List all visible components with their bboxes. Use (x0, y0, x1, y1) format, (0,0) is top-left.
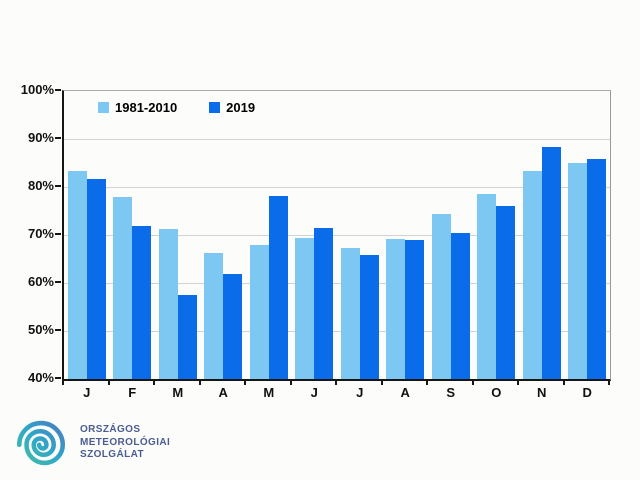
bar-1981-2010-2 (113, 196, 133, 379)
bar-1981-2010-3 (158, 228, 178, 379)
x-axis-label-5: M (263, 385, 275, 400)
logo-line-1: ORSZÁGOS (80, 424, 141, 436)
x-axis-label-1: J (83, 385, 91, 400)
x-axis-tick-10 (517, 380, 519, 385)
gridline-80 (64, 186, 610, 188)
logo-line-2: METEOROLÓGIAI (80, 436, 171, 448)
x-axis-tick-1 (107, 380, 110, 385)
bar-1981-2010-12 (568, 162, 588, 379)
legend: 1981-2010 2019 (98, 100, 255, 115)
y-axis-tick-100 (55, 89, 61, 91)
y-axis-label-50: 50% (27, 322, 54, 337)
bar-2019-6 (314, 227, 334, 379)
bar-1981-2010-10 (477, 193, 497, 379)
y-axis-tick-40 (55, 377, 61, 379)
bar-2019-10 (496, 205, 516, 379)
x-axis-label-12: D (582, 385, 592, 400)
bar-group-11 (519, 91, 565, 379)
x-axis-label-11: N (537, 385, 547, 400)
legend-swatch-0 (98, 102, 109, 113)
y-axis-tick-90 (55, 137, 61, 139)
bar-1981-2010-1 (67, 171, 87, 379)
bar-2019-3 (177, 294, 197, 379)
bar-1981-2010-6 (295, 238, 315, 379)
y-axis-tick-50 (55, 329, 61, 331)
swirl-spiral-icon (16, 420, 66, 466)
y-axis-label-80: 80% (27, 178, 54, 193)
bar-2019-8 (405, 239, 425, 379)
x-axis-label-4: A (218, 385, 228, 400)
bar-1981-2010-7 (340, 248, 360, 379)
legend-label-1: 2019 (226, 100, 256, 115)
gridline-50 (64, 330, 610, 332)
y-axis-tick-60 (55, 281, 61, 283)
y-axis-label-60: 60% (27, 274, 54, 289)
y-axis-tick-80 (55, 185, 61, 187)
bar-1981-2010-4 (204, 252, 224, 379)
y-axis-label-100: 100% (20, 82, 54, 97)
bar-group-10 (474, 91, 520, 379)
bar-2019-5 (268, 195, 288, 379)
x-axis-tick-5 (289, 380, 292, 385)
bar-group-7 (337, 91, 383, 379)
x-axis-label-3: M (172, 385, 184, 400)
bar-group-12 (565, 91, 611, 379)
bar-group-8 (383, 91, 429, 379)
bar-group-4 (201, 91, 247, 379)
bar-group-9 (428, 91, 474, 379)
bar-1981-2010-9 (431, 213, 451, 379)
x-axis-tick-4 (244, 380, 246, 385)
bar-group-6 (292, 91, 338, 379)
bar-group-3 (155, 91, 201, 379)
legend-swatch-1 (209, 102, 221, 113)
x-axis-tick-11 (562, 380, 565, 385)
x-axis-tick-12 (608, 380, 610, 385)
x-axis-label-8: A (400, 385, 410, 400)
bar-1981-2010-11 (522, 171, 542, 379)
x-axis-label-7: J (356, 385, 364, 400)
gridline-90 (64, 138, 610, 140)
bar-2019-11 (541, 146, 561, 379)
x-axis-tick-2 (153, 380, 155, 385)
gridline-70 (64, 234, 610, 236)
bar-2019-9 (450, 233, 470, 379)
x-axis-label-10: O (491, 385, 502, 400)
y-axis-tick-70 (55, 233, 61, 235)
x-axis-tick-3 (198, 380, 201, 385)
x-axis-label-2: F (128, 385, 137, 400)
plot-area (62, 90, 611, 381)
bar-group-2 (110, 91, 156, 379)
bar-1981-2010-5 (249, 244, 269, 379)
legend-item-2019: 2019 (209, 100, 255, 115)
bar-2019-12 (587, 158, 607, 379)
legend-label-0: 1981-2010 (115, 100, 178, 115)
logo-line-3: SZOLGÁLAT (80, 449, 144, 461)
bar-1981-2010-8 (386, 238, 406, 379)
bar-group-1 (64, 91, 110, 379)
x-axis-label-6: J (310, 385, 318, 400)
legend-item-1981-2010: 1981-2010 (98, 100, 177, 115)
bar-2019-2 (132, 226, 152, 379)
x-axis-tick-7 (380, 380, 383, 385)
y-axis-label-40: 40% (27, 370, 54, 385)
x-axis-label-9: S (446, 385, 456, 400)
footer-logo: ORSZÁGOS METEOROLÓGIAI SZOLGÁLAT (12, 414, 170, 472)
bar-group-5 (246, 91, 292, 379)
gridline-60 (64, 282, 610, 284)
x-axis-tick-8 (426, 380, 428, 385)
x-axis-tick-6 (335, 380, 337, 385)
logo-text: ORSZÁGOS METEOROLÓGIAI SZOLGÁLAT (80, 424, 170, 462)
y-axis-label-90: 90% (27, 130, 54, 145)
bar-2019-1 (86, 178, 106, 379)
x-axis-tick-0 (62, 380, 64, 385)
x-axis-tick-9 (471, 380, 474, 385)
bar-2019-4 (223, 274, 243, 379)
y-axis-label-70: 70% (27, 226, 54, 241)
bar-2019-7 (359, 255, 379, 379)
